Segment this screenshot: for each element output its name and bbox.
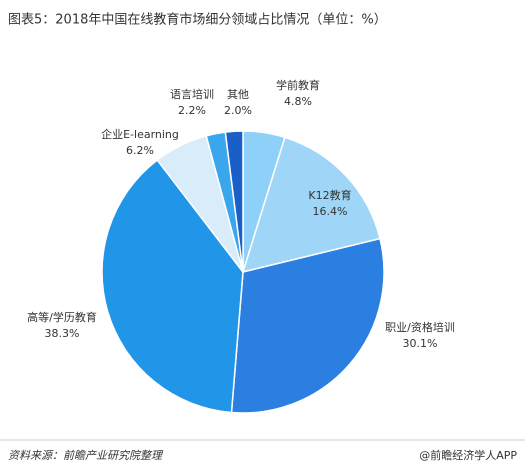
- slice-value: 6.2%: [126, 144, 154, 157]
- chart-title: 图表5：2018年中国在线教育市场细分领域占比情况（单位：%）: [8, 12, 387, 28]
- slice-label: 语言培训: [170, 87, 214, 101]
- slice-label: 企业E-learning: [101, 127, 179, 141]
- slice-label: K12教育: [308, 188, 351, 202]
- slice-label: 职业/资格培训: [385, 320, 455, 334]
- slice-value: 2.2%: [178, 104, 206, 117]
- pie-slice: [101, 158, 244, 414]
- slice-value: 30.1%: [403, 337, 438, 350]
- slice-value: 38.3%: [45, 327, 80, 340]
- slice-value: 4.8%: [284, 95, 312, 108]
- pie-slice: [224, 130, 244, 273]
- credit: @前瞻经济学人APP: [419, 448, 517, 462]
- slice-value: 2.0%: [224, 104, 252, 117]
- slice-label: 其他: [227, 88, 249, 101]
- slice-label: 高等/学历教育: [27, 310, 97, 324]
- slice-label: 学前教育: [276, 78, 320, 92]
- source: 资料来源：前瞻产业研究院整理: [8, 449, 164, 462]
- pie-slice: [241, 136, 381, 274]
- pie-slice: [230, 237, 385, 414]
- slice-value: 16.4%: [313, 205, 348, 218]
